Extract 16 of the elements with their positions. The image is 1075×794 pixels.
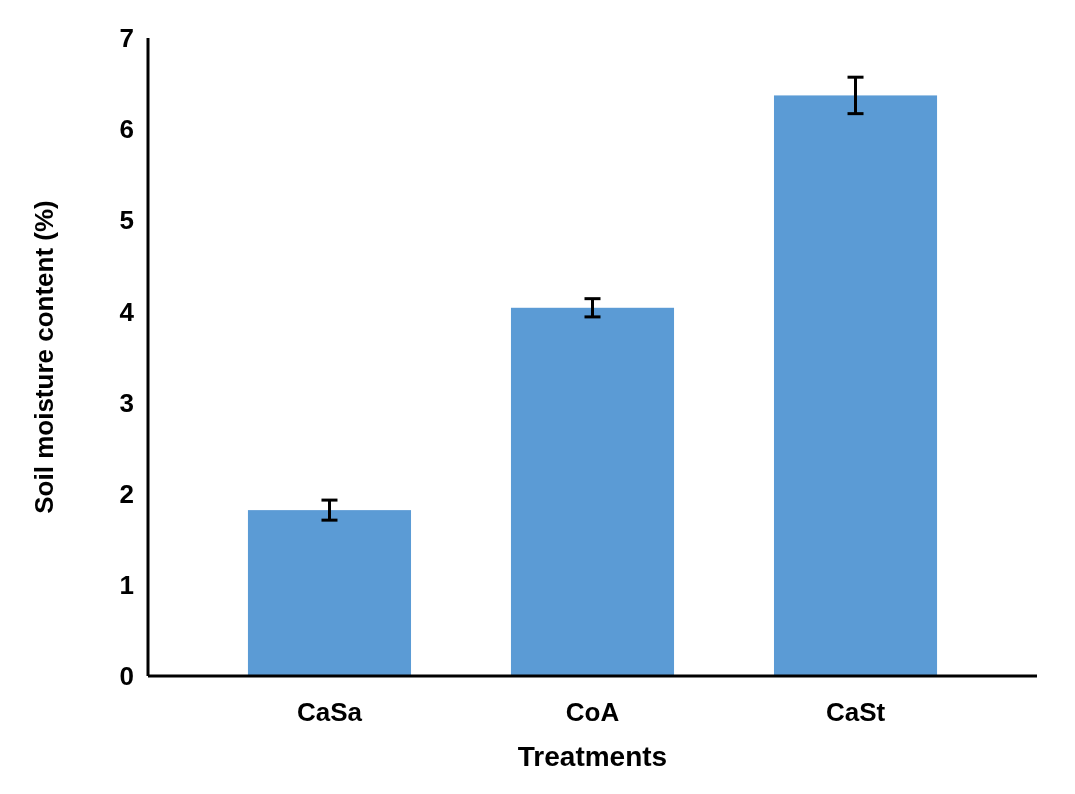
x-axis-title: Treatments	[517, 741, 668, 772]
y-tick-label: 6	[119, 114, 134, 145]
y-tick-label: 2	[119, 478, 134, 509]
y-tick-label: 1	[119, 569, 134, 600]
y-tick-label: 3	[119, 387, 134, 418]
y-tick-label: 5	[119, 205, 134, 236]
x-tick-label: CaSt	[825, 697, 886, 727]
x-tick-label: CaSa	[296, 697, 363, 727]
y-axis-title: Soil moisture content (%)	[29, 200, 59, 514]
y-tick-label: 4	[119, 296, 135, 327]
y-tick-label: 7	[119, 23, 134, 54]
bar	[247, 510, 412, 676]
bar	[773, 95, 938, 676]
x-tick-label: CoA	[565, 697, 620, 727]
bar	[510, 307, 675, 676]
y-tick-label: 0	[119, 661, 134, 692]
